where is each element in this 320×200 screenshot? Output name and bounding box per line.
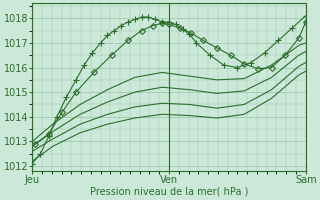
- X-axis label: Pression niveau de la mer( hPa ): Pression niveau de la mer( hPa ): [90, 187, 248, 197]
